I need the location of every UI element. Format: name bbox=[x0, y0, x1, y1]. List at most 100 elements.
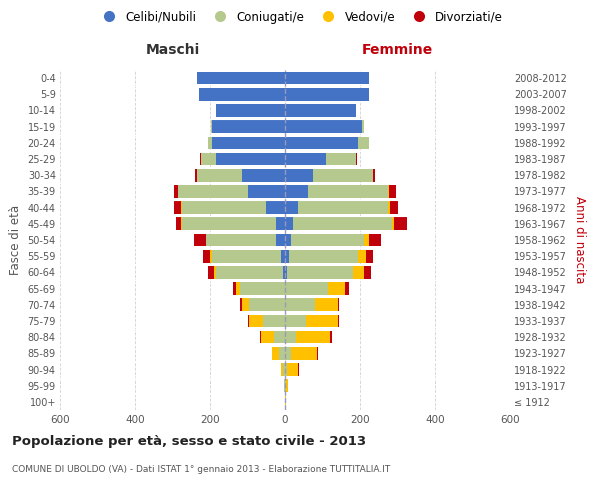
Bar bbox=[215, 266, 283, 278]
Bar bbox=[283, 363, 285, 376]
Bar bbox=[285, 152, 326, 166]
Bar bbox=[285, 380, 286, 392]
Bar bbox=[298, 363, 299, 376]
Bar bbox=[182, 218, 275, 230]
Bar bbox=[285, 88, 370, 101]
Bar bbox=[181, 202, 182, 214]
Bar bbox=[250, 314, 263, 328]
Bar bbox=[285, 169, 313, 181]
Bar bbox=[263, 314, 285, 328]
Bar bbox=[285, 396, 286, 408]
Bar bbox=[337, 314, 340, 328]
Bar bbox=[394, 218, 407, 230]
Bar bbox=[287, 363, 298, 376]
Bar bbox=[173, 202, 181, 214]
Bar bbox=[290, 234, 364, 246]
Bar bbox=[364, 266, 371, 278]
Bar bbox=[358, 250, 365, 262]
Bar bbox=[182, 202, 266, 214]
Bar bbox=[176, 218, 181, 230]
Bar bbox=[285, 298, 315, 311]
Bar bbox=[214, 266, 215, 278]
Bar bbox=[285, 347, 290, 360]
Bar bbox=[388, 185, 389, 198]
Bar bbox=[203, 250, 210, 262]
Bar bbox=[233, 282, 236, 295]
Bar bbox=[274, 331, 285, 344]
Bar bbox=[370, 234, 380, 246]
Bar bbox=[285, 266, 287, 278]
Bar bbox=[285, 218, 293, 230]
Bar bbox=[356, 152, 357, 166]
Bar bbox=[240, 298, 242, 311]
Bar bbox=[178, 185, 248, 198]
Bar bbox=[285, 185, 308, 198]
Bar bbox=[285, 234, 290, 246]
Bar bbox=[392, 218, 394, 230]
Bar bbox=[337, 298, 340, 311]
Bar bbox=[236, 282, 240, 295]
Bar bbox=[388, 202, 390, 214]
Bar bbox=[240, 282, 285, 295]
Bar bbox=[194, 234, 205, 246]
Bar bbox=[281, 250, 285, 262]
Bar bbox=[293, 218, 392, 230]
Bar bbox=[208, 136, 212, 149]
Bar bbox=[248, 314, 250, 328]
Bar bbox=[389, 185, 397, 198]
Bar bbox=[212, 120, 285, 133]
Bar bbox=[242, 298, 250, 311]
Y-axis label: Anni di nascita: Anni di nascita bbox=[574, 196, 586, 284]
Bar bbox=[181, 218, 182, 230]
Bar bbox=[390, 202, 398, 214]
Bar bbox=[197, 72, 285, 85]
Bar bbox=[285, 202, 298, 214]
Bar bbox=[365, 250, 373, 262]
Bar bbox=[285, 72, 370, 85]
Bar bbox=[330, 331, 332, 344]
Bar bbox=[285, 120, 362, 133]
Bar bbox=[285, 331, 296, 344]
Y-axis label: Fasce di età: Fasce di età bbox=[9, 205, 22, 275]
Text: Femmine: Femmine bbox=[362, 44, 433, 58]
Bar bbox=[284, 380, 285, 392]
Bar bbox=[289, 250, 358, 262]
Bar bbox=[285, 282, 328, 295]
Bar bbox=[250, 298, 285, 311]
Bar bbox=[210, 250, 212, 262]
Bar bbox=[285, 363, 287, 376]
Bar bbox=[266, 202, 285, 214]
Bar bbox=[345, 282, 349, 295]
Bar bbox=[313, 169, 373, 181]
Bar bbox=[315, 298, 337, 311]
Bar bbox=[275, 218, 285, 230]
Text: Maschi: Maschi bbox=[145, 44, 200, 58]
Bar bbox=[212, 136, 285, 149]
Bar bbox=[197, 169, 242, 181]
Bar bbox=[283, 266, 285, 278]
Bar bbox=[199, 88, 285, 101]
Bar bbox=[290, 347, 317, 360]
Bar bbox=[200, 152, 215, 166]
Bar bbox=[195, 169, 197, 181]
Bar bbox=[296, 331, 330, 344]
Bar bbox=[285, 104, 356, 117]
Bar bbox=[353, 266, 364, 278]
Bar bbox=[215, 152, 285, 166]
Bar bbox=[298, 202, 388, 214]
Bar bbox=[281, 363, 283, 376]
Bar bbox=[212, 250, 281, 262]
Bar bbox=[215, 104, 285, 117]
Bar bbox=[326, 152, 356, 166]
Bar bbox=[285, 250, 289, 262]
Bar bbox=[211, 120, 212, 133]
Bar bbox=[308, 185, 388, 198]
Bar bbox=[260, 331, 274, 344]
Bar bbox=[208, 266, 214, 278]
Bar bbox=[205, 234, 206, 246]
Bar bbox=[364, 234, 370, 246]
Bar bbox=[285, 314, 305, 328]
Bar bbox=[206, 234, 275, 246]
Bar bbox=[280, 347, 285, 360]
Bar bbox=[175, 185, 178, 198]
